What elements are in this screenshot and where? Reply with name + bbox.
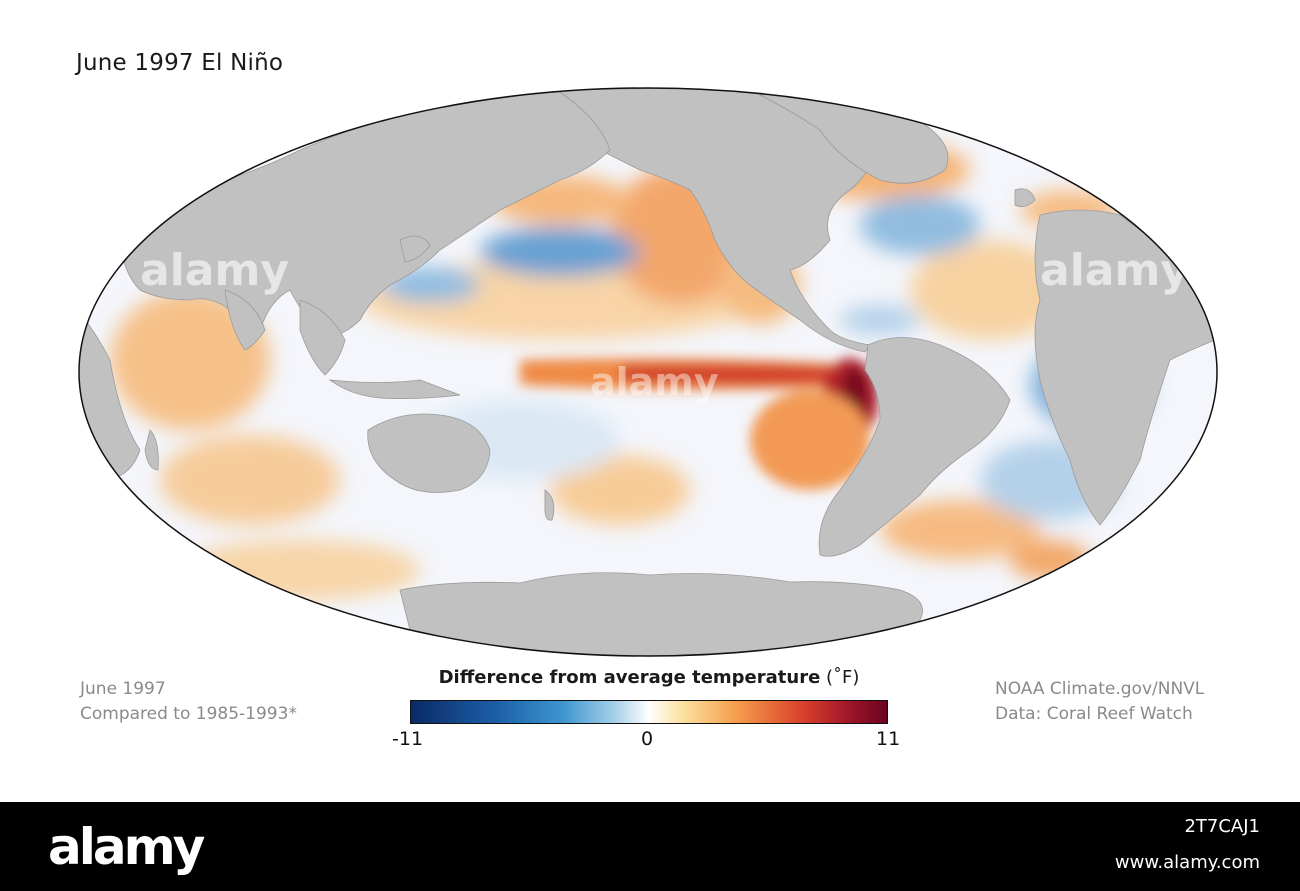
uk (1014, 188, 1036, 208)
legend-colorbar (410, 700, 888, 724)
legend-unit: (˚F) (826, 667, 860, 688)
date-caption-line2: Compared to 1985-1993* (80, 704, 297, 724)
legend-title-text: Difference from average temperature (438, 667, 821, 688)
japan (399, 235, 431, 263)
south-america (818, 337, 1011, 557)
southeast-asia (299, 299, 346, 376)
madagascar (144, 429, 159, 471)
credit-caption: NOAA Climate.gov/NNVL Data: Coral Reef W… (995, 677, 1204, 727)
footer-image-id: 2T7CAJ1 (1184, 816, 1260, 837)
indonesia (328, 379, 461, 399)
north-america (559, 88, 888, 353)
globe-outline (78, 87, 1218, 657)
credit-caption-line1: NOAA Climate.gov/NNVL (995, 679, 1205, 699)
new-zealand (544, 489, 555, 521)
legend-min-label: -11 (392, 728, 424, 750)
map-title: June 1997 El Niño (76, 50, 284, 76)
credit-caption-line2: Data: Coral Reef Watch (995, 704, 1193, 724)
svg-text:alamy: alamy (140, 245, 289, 296)
land-masses (79, 88, 1216, 656)
eurasia (119, 91, 611, 337)
date-caption: June 1997 Compared to 1985-1993* (80, 677, 297, 727)
australia (367, 413, 491, 493)
footer-url: www.alamy.com (1114, 852, 1260, 873)
world-map: alamy alamy alamy (78, 87, 1218, 657)
footer-logo: alamy (48, 818, 205, 876)
legend-title: Difference from average temperature (˚F) (411, 667, 887, 688)
antarctica (399, 572, 923, 656)
svg-text:alamy: alamy (1040, 245, 1189, 296)
map-watermarks: alamy alamy alamy (140, 245, 1189, 404)
legend-max-label: 11 (876, 728, 901, 750)
svg-text:alamy: alamy (590, 360, 719, 404)
india (224, 289, 266, 351)
legend-mid-label: 0 (641, 728, 654, 750)
footer-bar: alamy 2T7CAJ1 www.alamy.com (0, 802, 1300, 891)
date-caption-line1: June 1997 (80, 679, 166, 699)
